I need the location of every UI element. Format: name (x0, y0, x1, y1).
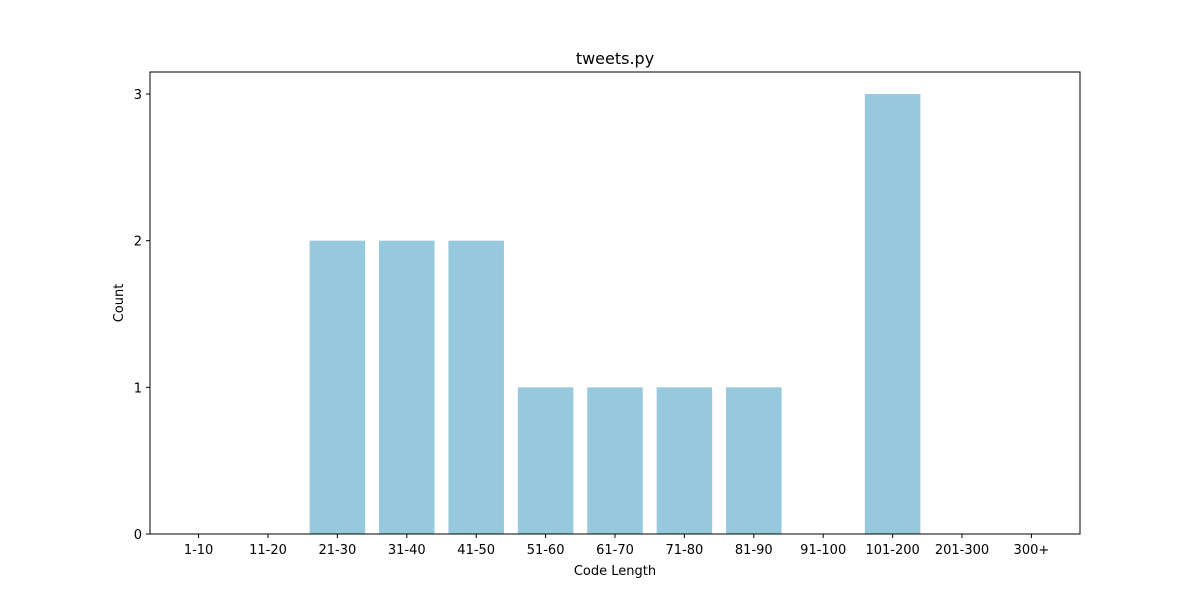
x-axis-title: Code Length (574, 564, 656, 579)
y-tick-label: 2 (134, 235, 142, 250)
bar-101-200 (864, 94, 921, 534)
chart-title: tweets.py (576, 49, 654, 68)
bar-21-30 (309, 240, 366, 534)
bar-41-50 (448, 240, 504, 534)
x-tick-label: 11-20 (249, 543, 287, 558)
x-tick-label: 21-30 (318, 543, 356, 558)
x-tick-label: 91-100 (800, 543, 846, 558)
x-axis-ticks: 1-10 11-20 21-30 31-40 41-50 51-60 61-70 71-80 8… (184, 534, 1049, 558)
plot-frame (149, 71, 1081, 535)
y-tick-label: 1 (134, 381, 142, 396)
bar-81-90 (726, 387, 782, 534)
x-tick-label: 201-300 (935, 543, 989, 558)
x-tick-label: 81-90 (735, 543, 773, 558)
bar-71-80 (656, 387, 713, 534)
bar-61-70 (587, 387, 643, 534)
x-tick-label: 300+ (1014, 543, 1050, 558)
x-tick-label: 41-50 (457, 543, 495, 558)
x-tick-label: 51-60 (527, 543, 565, 558)
bar-31-40 (379, 240, 435, 534)
bars-group (309, 94, 921, 534)
x-tick-label: 61-70 (596, 543, 634, 558)
bar-51-60 (517, 387, 574, 534)
x-tick-label: 31-40 (388, 543, 426, 558)
y-axis-ticks: 0 1 2 3 (134, 88, 150, 543)
y-axis-title: Count (112, 284, 127, 323)
x-tick-label: 1-10 (184, 543, 214, 558)
y-tick-label: 3 (134, 88, 142, 103)
x-tick-label: 101-200 (865, 543, 919, 558)
y-tick-label: 0 (134, 528, 142, 543)
x-tick-label: 71-80 (666, 543, 704, 558)
